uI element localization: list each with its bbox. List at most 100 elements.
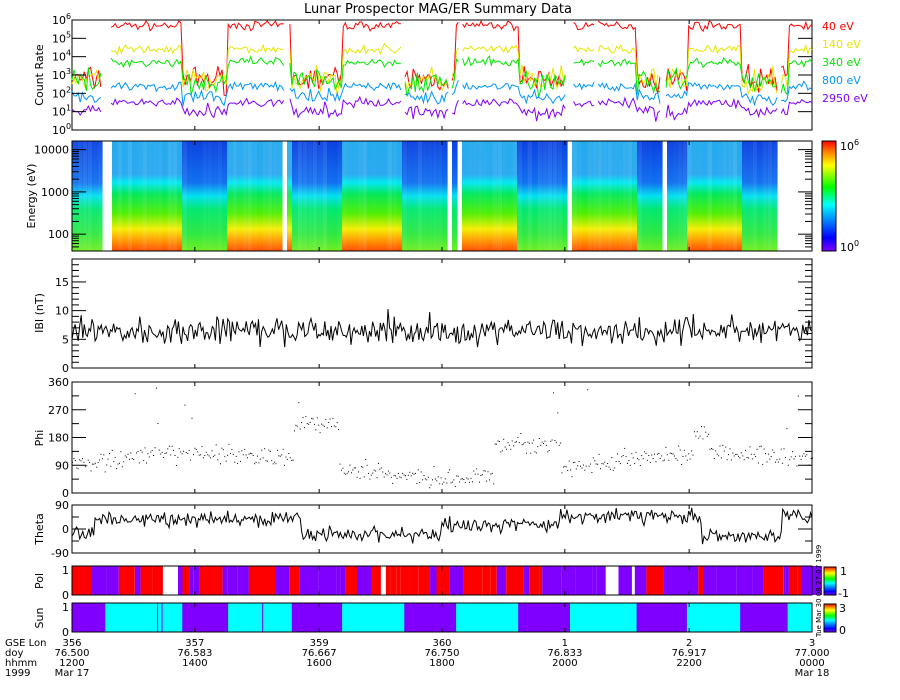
pol-segment bbox=[178, 566, 183, 595]
spectrogram-column bbox=[452, 141, 458, 251]
pol-segment bbox=[385, 566, 391, 595]
phi-point bbox=[790, 456, 792, 458]
phi-point bbox=[746, 457, 748, 458]
spectrogram-column bbox=[477, 141, 483, 251]
phi-point bbox=[146, 462, 147, 464]
phi-point bbox=[178, 448, 180, 450]
phi-point bbox=[286, 458, 288, 460]
sunlit-segment bbox=[686, 603, 741, 632]
pol-colorbar-min: -1 bbox=[838, 587, 849, 600]
spectrogram-column bbox=[752, 141, 758, 251]
sunlit-segment bbox=[105, 603, 183, 632]
phi-point bbox=[676, 459, 678, 461]
phi-ylabel: Phi bbox=[33, 430, 46, 447]
phi-point bbox=[460, 478, 462, 480]
phi-point bbox=[120, 451, 122, 453]
phi-point bbox=[792, 451, 794, 453]
xtick-label-doy: 76.917 bbox=[672, 648, 707, 659]
pol-segment bbox=[106, 566, 119, 595]
shadow-segment bbox=[740, 603, 789, 632]
pol-segment bbox=[763, 566, 777, 595]
b-magnitude-frame bbox=[71, 258, 813, 369]
shadow-segment bbox=[518, 603, 571, 632]
y-tick-label: 90 bbox=[55, 459, 69, 472]
phi-point bbox=[368, 472, 369, 474]
spectrogram-column bbox=[522, 141, 528, 251]
phi-point bbox=[350, 472, 352, 474]
phi-point bbox=[365, 459, 367, 460]
phi-point bbox=[281, 454, 283, 456]
phi-point bbox=[622, 455, 624, 456]
phi-point bbox=[609, 468, 611, 470]
phi-point bbox=[543, 443, 544, 444]
phi-point bbox=[430, 484, 432, 486]
y-tick-label: 104 bbox=[52, 49, 71, 64]
phi-point bbox=[524, 442, 526, 443]
phi-point bbox=[602, 463, 604, 465]
spectrogram-column bbox=[232, 141, 238, 251]
phi-point bbox=[221, 447, 223, 449]
phi-point bbox=[185, 452, 187, 453]
pol-colorbar bbox=[823, 566, 837, 596]
phi-point bbox=[210, 457, 211, 459]
pol-segment bbox=[506, 566, 524, 595]
y-tick-label: 0 bbox=[62, 589, 69, 602]
phi-point bbox=[637, 457, 638, 459]
y-tick-label: 360 bbox=[48, 376, 69, 389]
phi-point bbox=[258, 462, 260, 464]
phi-point bbox=[466, 477, 468, 479]
phi-point bbox=[104, 471, 106, 473]
phi-point bbox=[230, 452, 231, 454]
phi-point bbox=[362, 466, 364, 468]
phi-point bbox=[469, 481, 470, 483]
count-rate-line-e800 bbox=[573, 81, 595, 91]
phi-point bbox=[510, 448, 512, 450]
spectrogram-column bbox=[372, 141, 378, 251]
phi-point bbox=[689, 458, 691, 460]
phi-point bbox=[413, 473, 415, 475]
phi-point bbox=[763, 448, 765, 450]
phi-point bbox=[295, 424, 297, 426]
spectrogram-column bbox=[122, 141, 128, 251]
phi-point bbox=[638, 459, 640, 461]
phi-point bbox=[355, 467, 357, 469]
phi-point bbox=[322, 424, 324, 426]
phi-point bbox=[705, 431, 707, 433]
phi-point bbox=[490, 473, 492, 475]
phi-point bbox=[765, 453, 766, 455]
phi-point bbox=[780, 448, 782, 450]
phi-point bbox=[387, 470, 389, 472]
spectrogram-column bbox=[82, 141, 88, 251]
phi-point bbox=[800, 458, 802, 460]
spectrogram-column bbox=[492, 141, 498, 251]
phi-point bbox=[262, 457, 264, 459]
xaxis-row-label-doy: doy bbox=[5, 648, 23, 659]
pol-segment bbox=[482, 566, 491, 595]
spectrogram-column bbox=[127, 141, 133, 251]
pol-segment bbox=[237, 566, 249, 595]
phi-point bbox=[117, 463, 119, 465]
pol-segment bbox=[681, 566, 699, 595]
phi-point bbox=[422, 479, 424, 481]
phi-point bbox=[454, 486, 456, 487]
phi-point bbox=[77, 468, 79, 470]
phi-point bbox=[661, 455, 663, 457]
phi-point bbox=[403, 474, 405, 476]
theta-panel: -90 0 90 Theta bbox=[33, 499, 813, 560]
phi-point bbox=[496, 443, 498, 445]
spectrogram-column bbox=[377, 141, 383, 251]
phi-point bbox=[228, 443, 230, 445]
phi-point bbox=[459, 481, 461, 483]
phi-point bbox=[114, 456, 116, 458]
phi-point bbox=[353, 467, 355, 469]
phi-point bbox=[130, 452, 132, 454]
spectrogram-column bbox=[442, 141, 448, 251]
count-rate-line-e2950 bbox=[71, 104, 102, 117]
phi-point bbox=[695, 435, 697, 437]
phi-point bbox=[644, 451, 646, 453]
spectrogram-column bbox=[312, 141, 318, 251]
xtick-label-lon: 356 bbox=[62, 638, 81, 649]
phi-point bbox=[148, 456, 150, 458]
phi-point bbox=[733, 455, 735, 457]
phi-point bbox=[405, 475, 406, 477]
